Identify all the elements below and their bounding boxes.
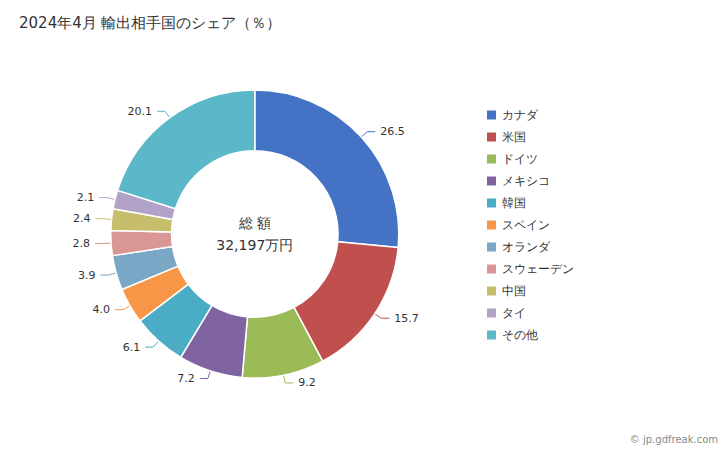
svg-text:2.4: 2.4 <box>73 212 91 225</box>
svg-text:2.1: 2.1 <box>77 191 95 204</box>
svg-text:4.0: 4.0 <box>93 303 111 316</box>
svg-text:オランダ: オランダ <box>502 240 551 254</box>
svg-text:2024年4月 輸出相手国のシェア（％）: 2024年4月 輸出相手国のシェア（％） <box>19 14 282 32</box>
svg-text:© jp.gdfreak.com: © jp.gdfreak.com <box>630 434 718 445</box>
svg-text:ドイツ: ドイツ <box>502 152 538 166</box>
svg-text:6.1: 6.1 <box>123 341 141 354</box>
svg-text:7.2: 7.2 <box>177 372 195 385</box>
svg-text:2.8: 2.8 <box>73 237 91 250</box>
svg-text:3.9: 3.9 <box>78 269 96 282</box>
svg-text:26.5: 26.5 <box>380 125 405 138</box>
svg-text:スウェーデン: スウェーデン <box>502 262 574 276</box>
svg-text:スペイン: スペイン <box>502 218 550 232</box>
svg-text:総 額: 総 額 <box>238 215 271 231</box>
svg-text:15.7: 15.7 <box>394 312 419 325</box>
svg-text:9.2: 9.2 <box>298 376 316 389</box>
svg-text:韓国: 韓国 <box>502 196 526 210</box>
svg-text:メキシコ: メキシコ <box>502 174 550 188</box>
svg-text:20.1: 20.1 <box>128 105 153 118</box>
svg-text:その他: その他 <box>502 328 538 342</box>
svg-text:米国: 米国 <box>502 130 526 144</box>
svg-text:32,197万円: 32,197万円 <box>216 237 293 253</box>
svg-text:中国: 中国 <box>502 284 526 298</box>
svg-text:タイ: タイ <box>502 306 526 320</box>
svg-text:カナダ: カナダ <box>502 108 539 122</box>
